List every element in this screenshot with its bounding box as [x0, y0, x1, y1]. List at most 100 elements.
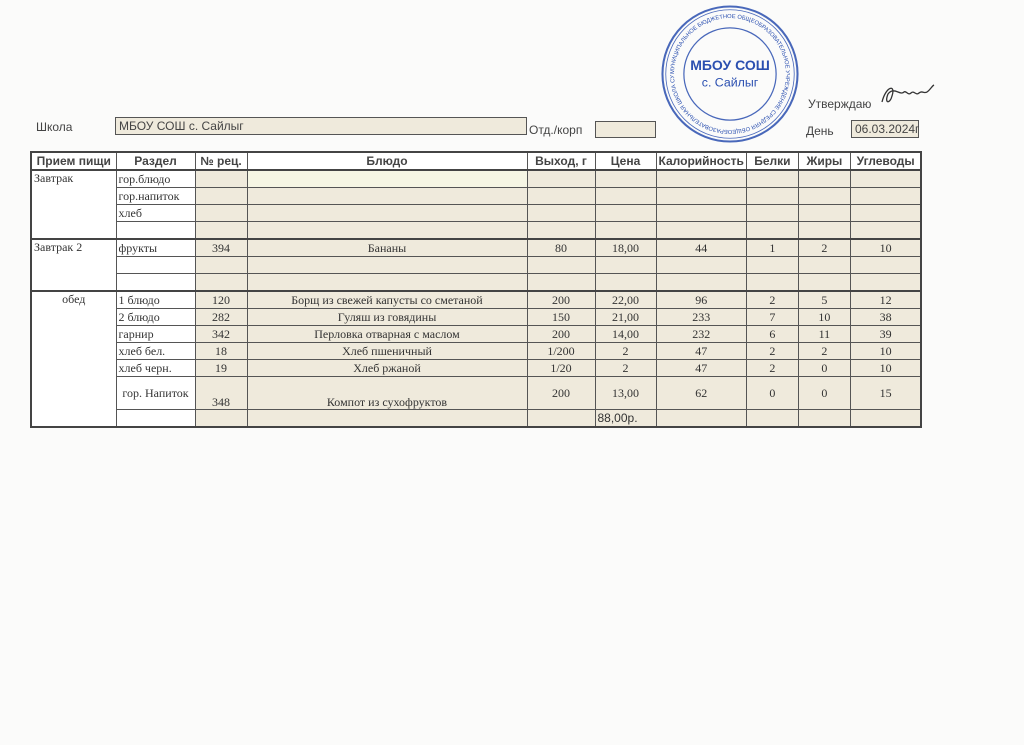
table-row	[31, 273, 922, 292]
cell-yield: 1/200	[526, 342, 596, 360]
cell-price	[594, 187, 657, 205]
school-field: МБОУ СОШ с. Сайлыг	[115, 117, 527, 135]
cell-yield: 1/20	[526, 359, 596, 377]
cell-carbs: 10	[849, 359, 922, 377]
cell-recipe: 18	[194, 342, 248, 360]
cell-section	[115, 256, 196, 274]
cell-protein	[745, 204, 799, 222]
cell-recipe	[194, 256, 248, 274]
cell-yield: 150	[526, 308, 596, 326]
table-row: обед 1 блюдо 120 Борщ из свежей капусты со …	[30, 290, 922, 428]
cell-dish	[246, 256, 528, 274]
cell-calories	[655, 169, 747, 188]
cell-price: 22,00	[594, 290, 657, 309]
cell-price: 13,00	[594, 376, 657, 410]
table-row: Завтрак 2 фрукты 394 Бананы 80 18,00 44 1 2 10	[30, 238, 922, 292]
cell-calories	[655, 256, 747, 274]
cell-calories: 96	[655, 290, 747, 309]
cell-section	[115, 221, 196, 240]
cell-calories: 47	[655, 359, 747, 377]
cell-protein: 7	[745, 308, 799, 326]
cell-calories: 44	[655, 238, 747, 257]
cell-fat: 2	[797, 238, 851, 257]
cell-fat: 5	[797, 290, 851, 309]
cell-fat: 2	[797, 342, 851, 360]
cell-calories	[655, 187, 747, 205]
cell-dish	[246, 204, 528, 222]
cell-recipe: 120	[194, 290, 248, 309]
cell-fat	[797, 204, 851, 222]
cell-recipe: 282	[194, 308, 248, 326]
cell-fat: 0	[797, 376, 851, 410]
cell-dish: Хлеб пшеничный	[246, 342, 528, 360]
cell-recipe	[194, 169, 248, 188]
cell-dish	[246, 273, 528, 292]
cell-carbs	[849, 273, 922, 292]
cell-price: 18,00	[594, 238, 657, 257]
cell-carbs	[849, 169, 922, 188]
cell-dish	[246, 187, 528, 205]
col-protein: Белки	[745, 151, 799, 171]
cell-carbs: 10	[849, 342, 922, 360]
cell-price	[594, 273, 657, 292]
col-fat: Жиры	[797, 151, 851, 171]
cell-carbs	[849, 187, 922, 205]
cell-protein: 2	[745, 290, 799, 309]
cell-recipe	[194, 409, 248, 428]
cell-carbs: 39	[849, 325, 922, 343]
cell-recipe: 394	[194, 238, 248, 257]
cell-protein	[745, 256, 799, 274]
signature	[881, 84, 935, 103]
dept-field	[595, 121, 656, 138]
cell-yield	[526, 204, 596, 222]
cell-yield	[526, 256, 596, 274]
cell-dish: Борщ из свежей капусты со сметаной	[246, 290, 528, 309]
cell-dish	[246, 409, 528, 428]
cell-section: гор. Напиток	[115, 376, 196, 410]
cell-dish: Хлеб ржаной	[246, 359, 528, 377]
cell-price: 2	[594, 359, 657, 377]
cell-yield	[526, 221, 596, 240]
cell-fat	[797, 169, 851, 188]
cell-carbs	[849, 221, 922, 240]
cell-calories: 233	[655, 308, 747, 326]
cell-calories	[655, 273, 747, 292]
cell-yield	[526, 187, 596, 205]
day-label: День	[806, 124, 834, 138]
col-calories: Калорийность	[655, 151, 747, 171]
cell-fat	[797, 187, 851, 205]
cell-fat: 11	[797, 325, 851, 343]
table-row: гор. Напиток 348 Компот из сухофруктов 200 1…	[31, 376, 922, 410]
table-row: хлеб бел. 18 Хлеб пшеничный 1/200 2 47 2 2 10	[31, 342, 922, 360]
cell-section: гарнир	[115, 325, 196, 343]
cell-carbs: 10	[849, 238, 922, 257]
table-row	[31, 221, 922, 240]
cell-section: 1 блюдо	[115, 290, 196, 309]
cell-price: 14,00	[594, 325, 657, 343]
school-stamp: МУНИЦИПАЛЬНОЕ БЮДЖЕТНОЕ ОБЩЕОБРАЗОВАТЕЛЬ…	[660, 4, 799, 143]
cell-yield	[526, 273, 596, 292]
dept-label: Отд./корп	[529, 123, 583, 137]
cell-section	[115, 409, 196, 428]
cell-meal: обед	[30, 290, 117, 428]
cell-recipe: 348	[194, 376, 248, 410]
cell-fat	[797, 256, 851, 274]
day-field: 06.03.2024г	[851, 120, 919, 138]
cell-price	[594, 169, 657, 188]
cell-protein: 6	[745, 325, 799, 343]
cell-section: гор.напиток	[115, 187, 196, 205]
table-header: Прием пищи Раздел № рец. Блюдо Выход, г …	[30, 151, 922, 171]
cell-protein: 2	[745, 359, 799, 377]
cell-protein	[745, 169, 799, 188]
cell-carbs: 38	[849, 308, 922, 326]
menu-table: Прием пищи Раздел № рец. Блюдо Выход, г …	[30, 151, 923, 428]
cell-dish	[246, 221, 528, 240]
cell-fat: 10	[797, 308, 851, 326]
cell-section: хлеб черн.	[115, 359, 196, 377]
cell-calories: 47	[655, 342, 747, 360]
cell-yield: 200	[526, 376, 596, 410]
cell-fat: 0	[797, 359, 851, 377]
cell-carbs	[849, 204, 922, 222]
cell-section	[115, 273, 196, 292]
cell-yield: 80	[526, 238, 596, 257]
